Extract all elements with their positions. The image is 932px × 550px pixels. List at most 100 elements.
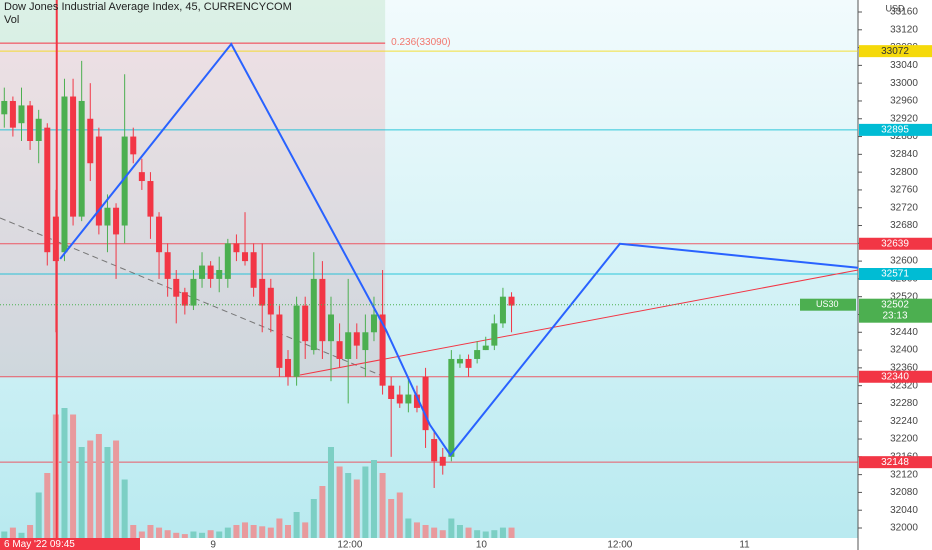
candle-body	[35, 118, 42, 141]
symbol-box	[800, 298, 856, 311]
volume-bar	[405, 518, 412, 538]
candle-body	[267, 287, 274, 315]
candle-body	[156, 216, 163, 253]
volume-bar	[474, 530, 481, 538]
candle-body	[508, 296, 515, 306]
volume-bar	[130, 525, 137, 538]
volume-bar	[87, 440, 94, 538]
volume-bar	[173, 532, 180, 538]
x-tick-label: 10	[476, 540, 488, 550]
x-tick-label: 12:00	[607, 540, 632, 550]
y-tick-label: 32360	[890, 363, 918, 374]
candle-body	[474, 350, 481, 359]
y-tick-label: 32680	[890, 220, 918, 231]
chart-title: Dow Jones Industrial Average Index, 45, …	[4, 1, 292, 13]
level-label: 32639	[881, 238, 909, 249]
volume-bar	[293, 512, 300, 538]
candle-body	[250, 252, 257, 288]
volume-bar	[121, 479, 128, 538]
candle-body	[121, 136, 128, 226]
candle-body	[491, 323, 498, 346]
volume-bar	[508, 527, 515, 538]
volume-bar	[27, 525, 34, 538]
volume-bar	[113, 440, 120, 538]
y-tick-label: 32200	[890, 434, 918, 445]
volume-bar	[259, 526, 266, 538]
candle-body	[61, 96, 68, 253]
y-tick-label: 32000	[890, 523, 918, 534]
volume-bar	[465, 527, 472, 538]
y-tick-label: 32440	[890, 327, 918, 338]
level-label-box	[859, 45, 932, 58]
candle-body	[388, 385, 395, 399]
fib-label: 0.236(33090)	[391, 37, 451, 48]
y-tick-label: 32960	[890, 96, 918, 107]
y-tick-label: 32240	[890, 416, 918, 427]
time-axis-background	[0, 538, 858, 550]
marker-label-box	[0, 538, 140, 550]
level-label-box	[859, 123, 932, 136]
candle-body	[130, 136, 137, 155]
volume-bar	[431, 527, 438, 538]
volume-bar	[456, 525, 463, 538]
x-tick-label: 12:00	[337, 540, 362, 550]
candle-body	[319, 278, 326, 342]
candle-body	[199, 265, 206, 279]
volume-bar	[448, 518, 455, 538]
candle-body	[70, 96, 77, 217]
y-tick-label: 33120	[890, 24, 918, 35]
candle-body	[173, 278, 180, 297]
candle-body	[456, 358, 463, 364]
candle-body	[44, 127, 51, 253]
volume-bar	[319, 486, 326, 538]
candle-body	[113, 207, 120, 235]
volume-bar	[250, 525, 257, 538]
candle-body	[233, 243, 240, 253]
candle-body	[216, 270, 223, 279]
x-tick-label: 11	[739, 540, 750, 550]
candle-body	[422, 376, 429, 431]
volume-bar	[284, 525, 292, 538]
candle-body	[147, 181, 154, 217]
candle-body	[1, 100, 8, 115]
y-tick-label: 32920	[890, 113, 918, 124]
volume-bar	[164, 530, 171, 538]
volume-bar	[95, 434, 102, 538]
candle-body	[207, 265, 214, 279]
candle-body	[104, 207, 111, 226]
candle-body	[138, 172, 145, 182]
volume-bar	[310, 499, 317, 538]
volume-bar	[491, 530, 498, 538]
volume-bar	[302, 522, 309, 538]
volume-bar	[499, 527, 506, 538]
volume-bar	[353, 479, 360, 538]
volume-bar	[61, 408, 68, 538]
candle-body	[293, 305, 300, 377]
countdown-label: 23:13	[882, 310, 907, 321]
y-tick-label: 33160	[890, 7, 918, 18]
y-tick-label: 33040	[890, 60, 918, 71]
candle-body	[353, 332, 360, 346]
volume-bar	[336, 466, 343, 538]
candle-body	[27, 105, 34, 141]
candle-body	[224, 243, 231, 279]
candle-body	[396, 394, 403, 404]
volume-bar	[388, 499, 395, 538]
candle-body	[87, 118, 94, 164]
candle-body	[78, 100, 85, 217]
candle-body	[499, 296, 506, 324]
volume-bar	[70, 414, 77, 538]
volume-bar	[104, 447, 111, 538]
candle-body	[310, 278, 317, 351]
volume-bar	[138, 531, 145, 538]
volume-bar	[78, 447, 85, 538]
level-label: 32895	[881, 125, 909, 136]
volume-bar	[9, 527, 16, 538]
level-label: 32148	[881, 457, 909, 468]
candle-body	[465, 358, 472, 368]
current-price-box	[859, 298, 932, 323]
candle-body	[276, 314, 283, 368]
candle-body	[164, 252, 171, 279]
plot-background	[0, 0, 858, 538]
